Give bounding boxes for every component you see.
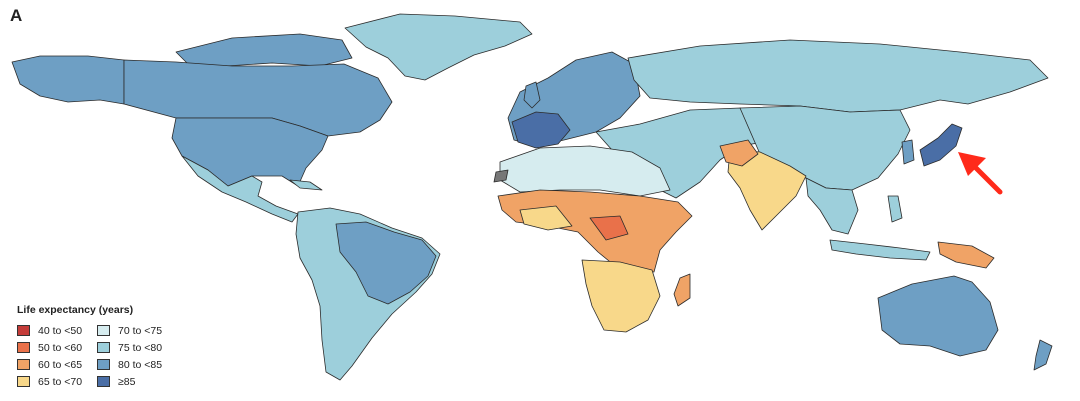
legend-label: 65 to <70 xyxy=(38,375,83,388)
region-japan xyxy=(919,123,963,167)
region-alaska xyxy=(11,55,125,105)
region-western-europe xyxy=(511,111,571,149)
region-southeast-asia xyxy=(805,177,859,235)
legend-label: 60 to <65 xyxy=(38,358,83,371)
legend-label: 70 to <75 xyxy=(118,324,163,337)
region-madagascar xyxy=(673,273,691,307)
legend-swatch xyxy=(17,376,30,387)
region-indonesia xyxy=(829,239,931,261)
region-north-africa xyxy=(499,145,671,197)
legend-item: 50 to <60 xyxy=(17,341,95,354)
panel-label: A xyxy=(10,6,23,25)
region-greenland xyxy=(344,13,533,81)
region-central-africa-red xyxy=(589,215,629,241)
region-new-zealand xyxy=(1033,339,1053,371)
legend-label: 40 to <50 xyxy=(38,324,83,337)
legend-label: 80 to <85 xyxy=(118,358,163,371)
annotation-arrow xyxy=(958,152,1003,195)
region-no-data-western-sahara xyxy=(493,169,509,183)
legend-item: ≥85 xyxy=(97,375,197,388)
legend-item: 80 to <85 xyxy=(97,358,197,371)
region-brazil xyxy=(335,221,437,305)
legend-swatch xyxy=(17,359,30,370)
region-papua-new-guinea xyxy=(937,241,995,269)
legend-swatch xyxy=(97,342,110,353)
legend-item: 40 to <50 xyxy=(17,324,95,337)
legend-swatch xyxy=(17,325,30,336)
region-mexico-central-america xyxy=(181,155,299,223)
region-east-africa xyxy=(519,205,573,231)
legend-item: 60 to <65 xyxy=(17,358,95,371)
region-philippines xyxy=(887,195,903,223)
legend-item: 75 to <80 xyxy=(97,341,197,354)
legend-item: 65 to <70 xyxy=(17,375,95,388)
region-west-central-africa xyxy=(497,189,693,273)
legend-swatch xyxy=(17,342,30,353)
legend-item: 70 to <75 xyxy=(97,324,197,337)
region-caribbean xyxy=(289,179,323,191)
region-russia xyxy=(627,39,1049,113)
legend-swatch xyxy=(97,325,110,336)
region-usa xyxy=(171,117,329,187)
region-arctic-islands xyxy=(175,33,353,67)
legend-label: 50 to <60 xyxy=(38,341,83,354)
region-south-asia xyxy=(727,149,807,231)
region-uk xyxy=(523,81,541,109)
legend-grid: 40 to <50 70 to <75 50 to <60 75 to <80 … xyxy=(17,324,237,388)
legend-swatch xyxy=(97,376,110,387)
legend: Life expectancy (years) 40 to <50 70 to … xyxy=(17,304,237,388)
legend-label: ≥85 xyxy=(118,375,136,388)
region-afghanistan xyxy=(719,139,759,167)
region-korea xyxy=(901,139,915,165)
region-australia xyxy=(877,275,999,357)
legend-label: 75 to <80 xyxy=(118,341,163,354)
legend-title: Life expectancy (years) xyxy=(17,304,134,316)
region-southern-africa xyxy=(581,259,661,333)
legend-swatch xyxy=(97,359,110,370)
